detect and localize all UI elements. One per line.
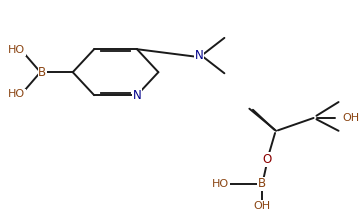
Text: B: B bbox=[258, 177, 266, 190]
Text: HO: HO bbox=[8, 89, 25, 99]
Text: N: N bbox=[132, 89, 141, 102]
Text: HO: HO bbox=[8, 45, 25, 55]
Text: N: N bbox=[195, 49, 204, 62]
Text: OH: OH bbox=[253, 201, 270, 211]
Text: O: O bbox=[262, 153, 272, 166]
Text: OH: OH bbox=[342, 112, 359, 123]
Text: B: B bbox=[38, 66, 47, 79]
Text: HO: HO bbox=[212, 179, 229, 189]
